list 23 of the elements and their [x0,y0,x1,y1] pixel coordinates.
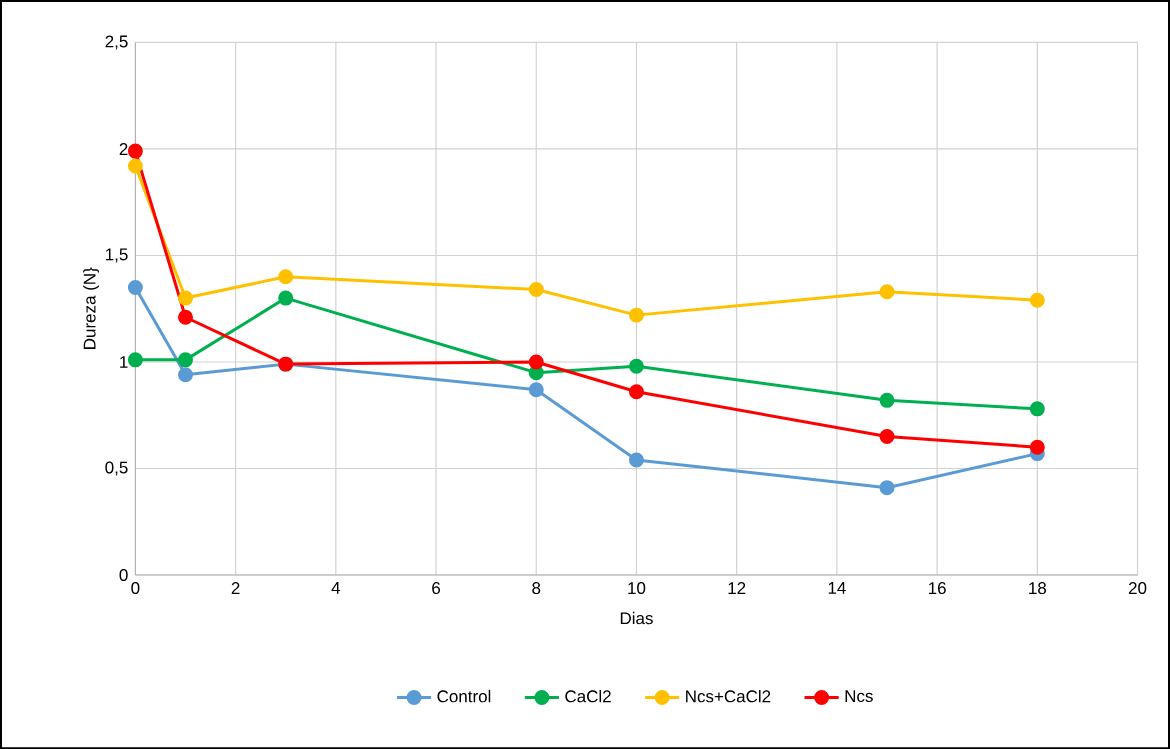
x-tick-label: 8 [532,581,541,594]
legend-label: CaCl2 [565,689,611,703]
x-tick-label: 0 [131,581,140,594]
y-tick-label: 0,5 [105,461,128,476]
x-axis-title: Dias [620,611,653,625]
y-tick-label: 1,5 [106,248,128,263]
y-tick-label: 0 [119,568,128,581]
x-tick-label: 12 [728,581,746,594]
y-tick-label: 2,5 [105,35,128,50]
x-tick-label: 20 [1128,581,1147,594]
x-tick-label: 18 [1029,581,1047,594]
y-tick-label: 1 [120,355,128,368]
x-tick-label: 14 [828,581,846,594]
x-tick-label: 10 [628,581,646,594]
x-tick-label: 6 [432,581,441,594]
legend-label: Ncs+CaCl2 [686,689,771,703]
legend-label: Ncs [845,690,873,702]
y-axis-title: Dureza (N} [83,267,99,349]
x-tick-label: 16 [928,581,946,594]
x-tick-label: 4 [331,581,341,594]
y-tick-label: 2 [119,142,128,155]
x-tick-label: 2 [231,581,240,594]
legend-label: Control [437,689,491,703]
